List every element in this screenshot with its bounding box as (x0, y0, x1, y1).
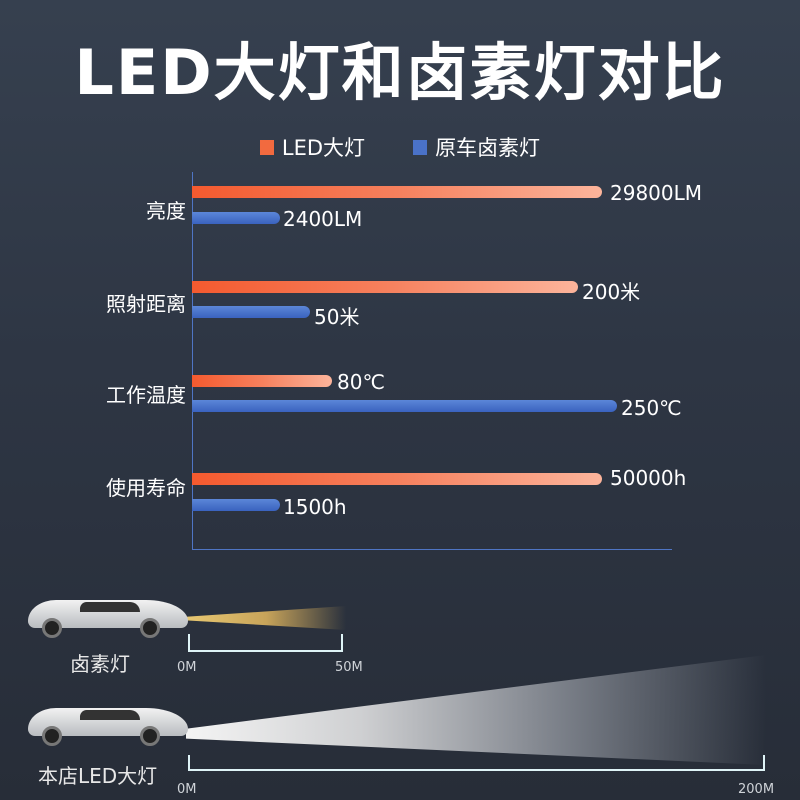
car-image-led (28, 700, 188, 746)
bar-led (192, 186, 602, 198)
led-label: 本店LED大灯 (38, 764, 158, 788)
bar-halogen (192, 306, 310, 318)
category-label: 工作温度 (106, 383, 186, 407)
legend-swatch-halogen (413, 139, 428, 155)
value-label: 250℃ (621, 396, 682, 420)
tick-start: 0M (177, 660, 197, 675)
page-title: LED大灯和卤素灯对比 (74, 36, 726, 109)
value-label: 1500h (283, 495, 347, 519)
value-label: 200米 (582, 280, 641, 304)
category-label: 使用寿命 (106, 476, 186, 500)
distance-bracket-led (188, 755, 765, 771)
value-label: 2400LM (283, 207, 363, 231)
tick-end: 50M (335, 660, 363, 675)
legend-item-halogen: 原车卤素灯 (413, 132, 540, 162)
value-label: 80℃ (337, 370, 385, 394)
car-image-halogen (28, 592, 188, 638)
legend-label-led: LED大灯 (281, 136, 366, 160)
bar-led (192, 473, 602, 485)
y-axis (192, 172, 193, 550)
bar-halogen (192, 499, 280, 511)
bar-halogen (192, 212, 280, 224)
value-label: 29800LM (610, 181, 703, 205)
legend: LED大灯 原车卤素灯 (0, 132, 800, 162)
value-label: 50米 (314, 305, 360, 329)
tick-end: 200M (738, 782, 775, 797)
bar-led (192, 375, 332, 387)
distance-bracket-halogen (188, 634, 343, 652)
legend-item-led: LED大灯 (259, 132, 366, 162)
led-beam (186, 655, 766, 765)
bar-halogen (192, 400, 617, 412)
legend-swatch-led (259, 139, 274, 155)
value-label: 50000h (610, 466, 687, 490)
category-label: 亮度 (146, 199, 186, 223)
halogen-beam (186, 606, 346, 630)
tick-start: 0M (177, 782, 197, 797)
x-axis (192, 549, 672, 550)
legend-label-halogen: 原车卤素灯 (435, 136, 541, 160)
category-label: 照射距离 (106, 292, 186, 316)
bar-led (192, 281, 578, 293)
halogen-label: 卤素灯 (70, 652, 130, 676)
